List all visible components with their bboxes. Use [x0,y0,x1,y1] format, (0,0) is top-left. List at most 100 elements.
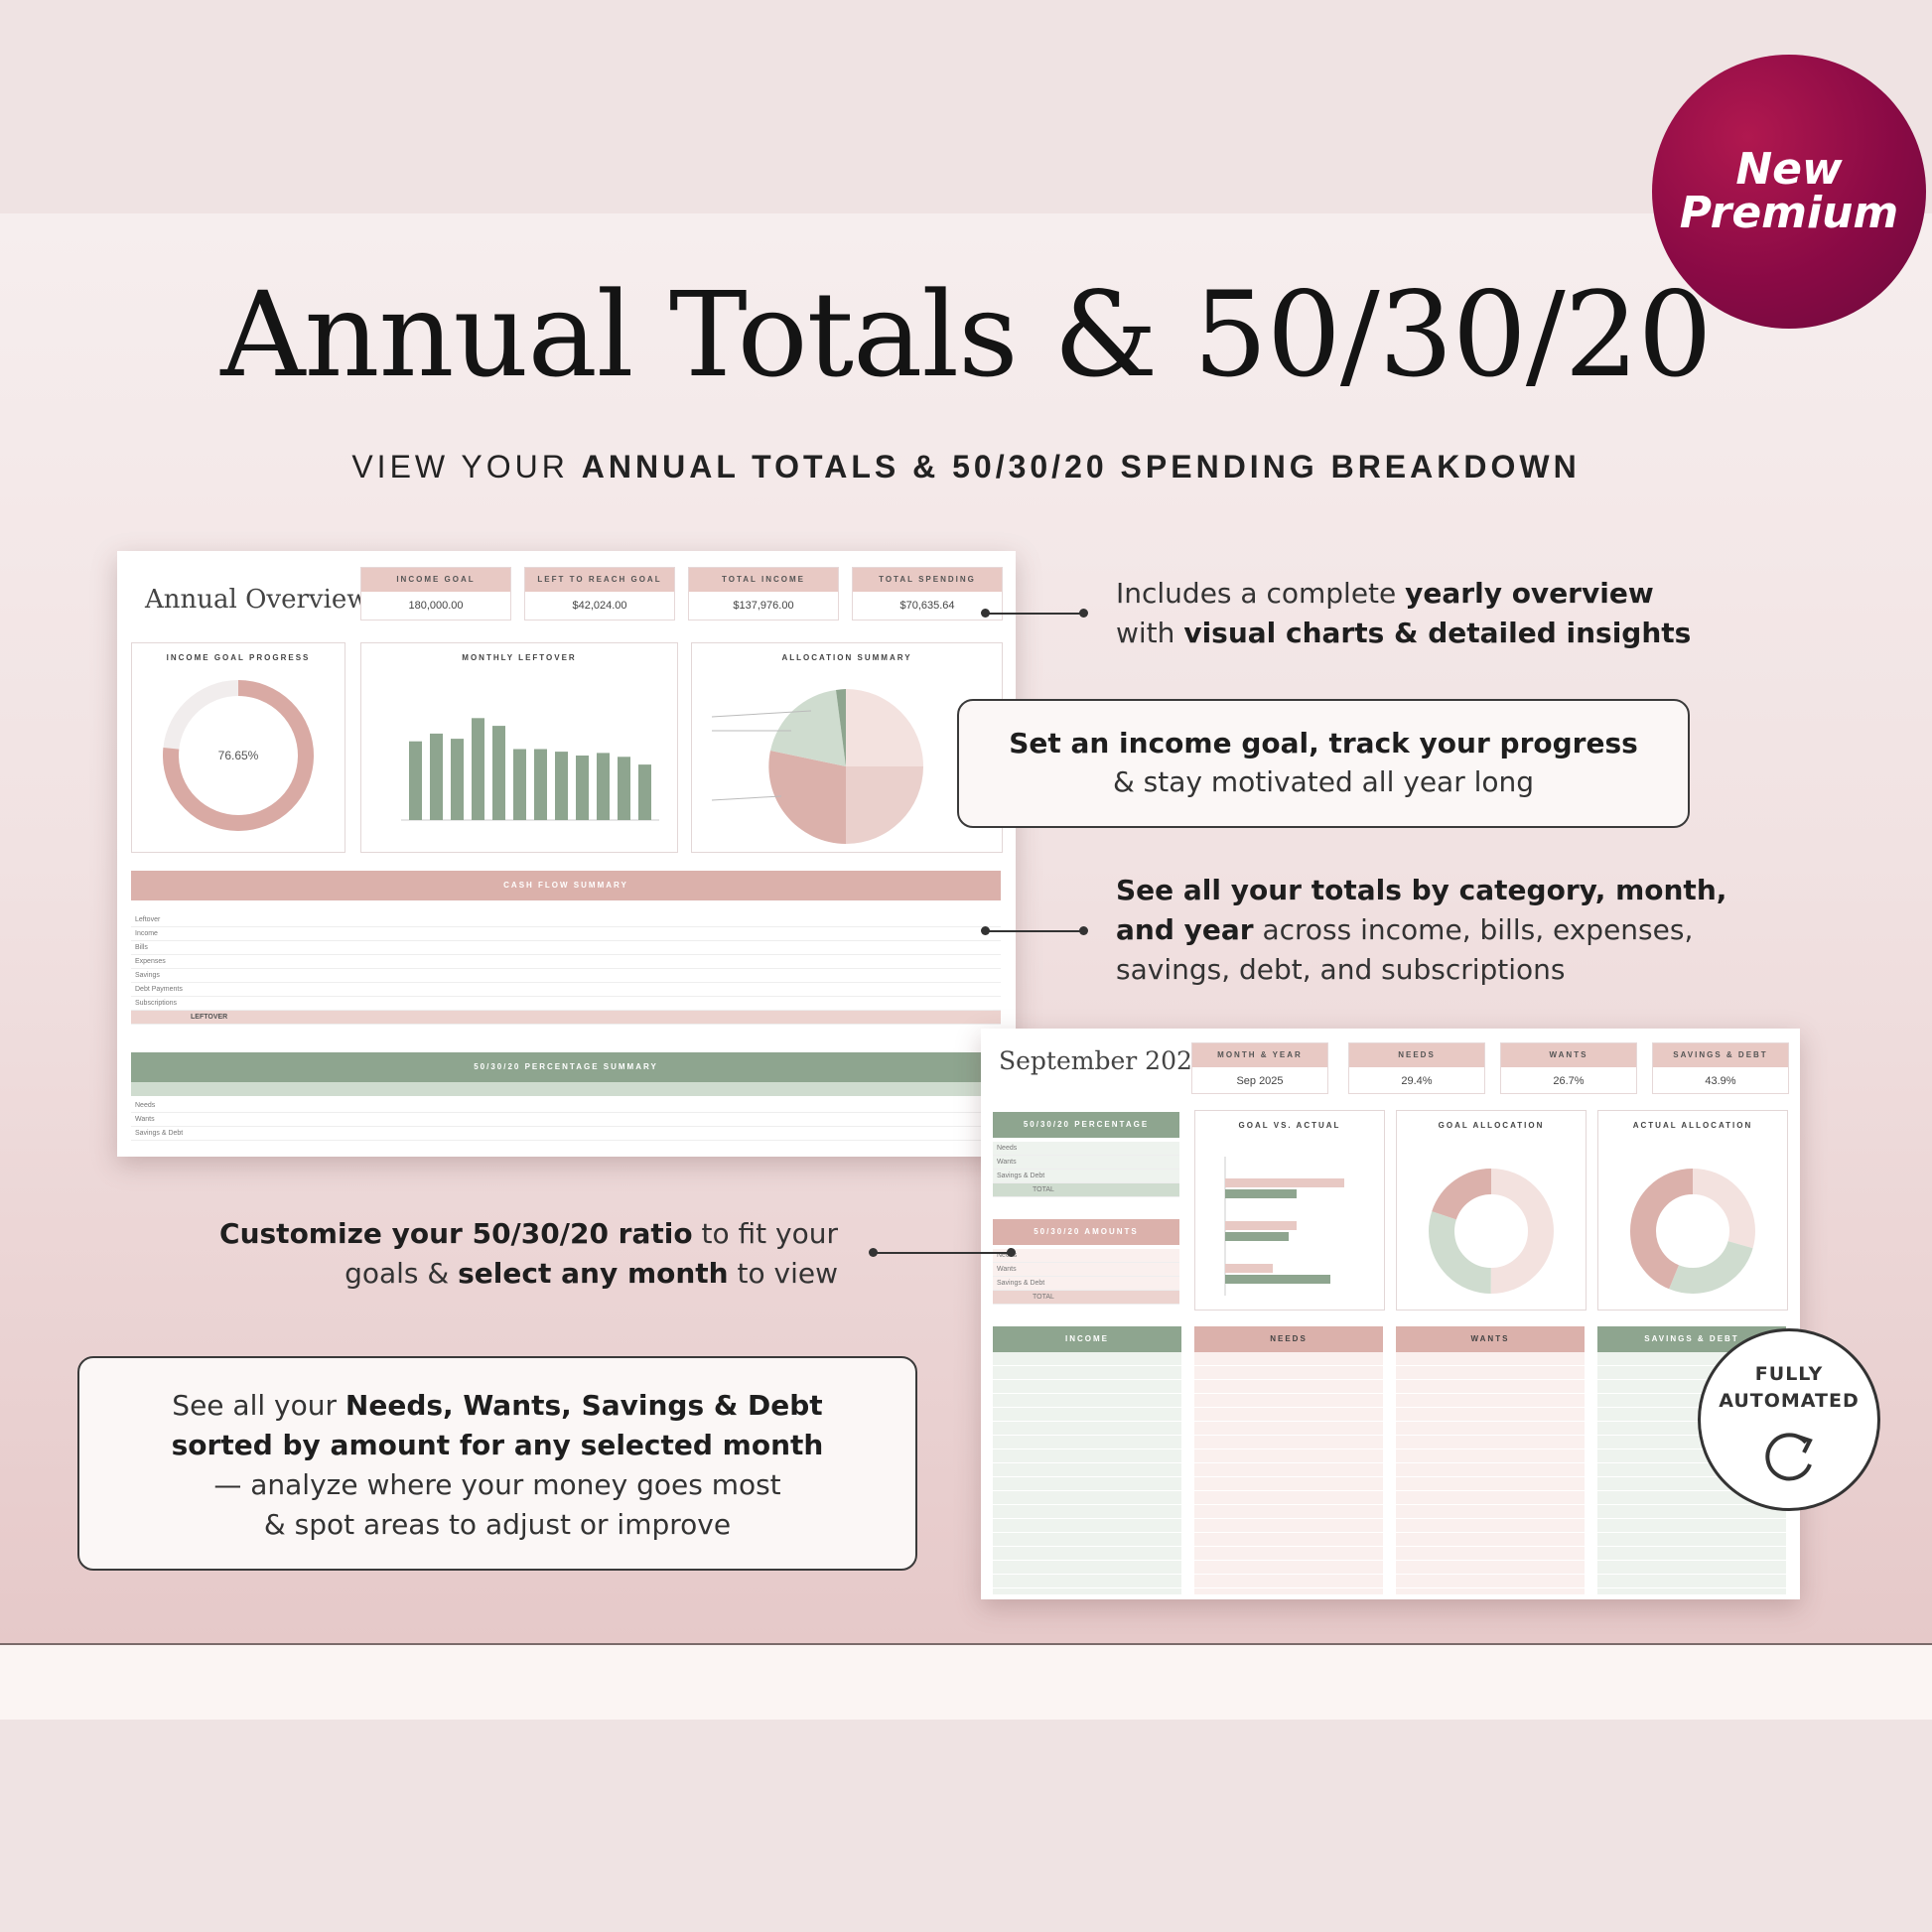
monthly-leftover-panel: MONTHLY LEFTOVER [360,642,678,853]
table-row: Bills [131,941,1001,955]
pointer-ratio [869,1248,1016,1257]
goal-allocation-donut [1429,1169,1554,1294]
callout-bold: Set an income goal, track your progress [1009,727,1638,759]
leftover-bar [451,739,464,820]
fully-automated-seal: FULLY AUTOMATED [1698,1328,1880,1511]
kpi-month-year: MONTH & YEAR Sep 2025 [1191,1042,1328,1094]
monthly-sheet: September 2025 MONTH & YEAR Sep 2025 NEE… [981,1029,1800,1599]
new-premium-badge: New Premium [1652,55,1926,329]
annual-overview-title: Annual Overview [145,585,369,615]
allocation-pie [711,689,923,844]
col-wants-head: WANTS [1396,1326,1585,1352]
kpi-savings-debt: SAVINGS & DEBT 43.9% [1652,1042,1789,1094]
callout-bold: and year [1116,913,1254,946]
income-goal-progress-panel: INCOME GOAL PROGRESS 76.65% [131,642,345,853]
table-row-total: TOTAL [993,1291,1179,1305]
pie-slice-subscriptions [770,690,846,766]
callout-bold: Needs, Wants, Savings & Debt [345,1389,823,1422]
cash-flow-summary-head: CASH FLOW SUMMARY [131,871,1001,900]
table-row: Expenses [131,955,1001,969]
ratio-rows: Needs Wants Savings & Debt [131,1099,1001,1141]
goal-vs-actual-chart [1224,1157,1344,1296]
col-wants-body [1396,1352,1585,1594]
leader-line [711,795,782,801]
pie-slice-bills [846,689,923,766]
kpi-value: 26.7% [1553,1075,1585,1087]
callout-text: & spot areas to adjust or improve [263,1508,732,1541]
callout-text: Includes a complete [1116,577,1406,610]
monthly-title: September 2025 [999,1046,1208,1075]
callout-text: savings, debt, and subscriptions [1116,953,1566,986]
kpi-label: WANTS [1501,1043,1636,1067]
leftover-bar [492,726,505,820]
table-row: Needs [131,1099,1001,1113]
callout-bold: yearly overview [1405,577,1654,610]
table-row: Leftover [131,913,1001,927]
callout-text: to view [728,1257,839,1290]
callout-text: with [1116,617,1184,649]
kpi-label: LEFT TO REACH GOAL [525,568,674,592]
goal-allocation-panel: GOAL ALLOCATION [1396,1110,1587,1311]
page-subtitle: VIEW YOUR ANNUAL TOTALS & 50/30/20 SPEND… [0,449,1932,485]
top-band [0,0,1932,213]
kpi-left-to-reach-goal: LEFT TO REACH GOAL $42,024.00 [524,567,675,621]
callout-bold: Customize your 50/30/20 ratio [219,1217,693,1250]
donut-segment [1630,1169,1755,1294]
footer-strip [0,1645,1932,1720]
table-row: Needs [993,1142,1179,1156]
col-needs-head: NEEDS [1194,1326,1383,1352]
table-row-total: TOTAL [993,1183,1179,1197]
kpi-total-spending: TOTAL SPENDING $70,635.64 [852,567,1003,621]
col-needs-body [1194,1352,1383,1594]
bar-needs-actual [1225,1189,1297,1198]
table-row: Debt Payments [131,983,1001,997]
pie-slice-savings [768,751,846,844]
bar-savings-goal [1225,1264,1273,1273]
kpi-value: $137,976.00 [733,600,794,612]
side-percentage-head: 50/30/20 PERCENTAGE [993,1112,1179,1138]
callout-bold: select any month [458,1257,729,1290]
leftover-bar [534,749,547,820]
leftover-bar [638,764,651,820]
kpi-label: SAVINGS & DEBT [1653,1043,1788,1067]
table-row: Needs [993,1249,1179,1263]
callout-box-income-goal: Set an income goal, track your progress … [957,699,1690,828]
ratio-subhead [131,1082,1001,1096]
kpi-label: TOTAL INCOME [689,568,838,592]
seal-line-2: AUTOMATED [1719,1390,1860,1412]
pointer-overview [981,609,1088,618]
kpi-value: 180,000.00 [408,600,464,612]
callout-totals: See all your totals by category, month, … [1116,871,1751,990]
panel-title: GOAL ALLOCATION [1438,1121,1545,1130]
annual-overview-sheet: Annual Overview INCOME GOAL 180,000.00 L… [117,551,1016,1157]
badge-line-1: New [1735,144,1843,195]
kpi-value: Sep 2025 [1236,1075,1284,1087]
seal-line-1: FULLY [1754,1363,1824,1385]
table-row: Wants [131,1113,1001,1127]
panel-title: ACTUAL ALLOCATION [1632,1121,1753,1130]
pointer-totals [981,926,1088,935]
leftover-bar [576,756,589,820]
progress-label: 76.65% [218,749,259,762]
leftover-bar [513,749,526,820]
kpi-value: 29.4% [1401,1075,1433,1087]
col-income-body [993,1352,1181,1594]
side-percentage-rows: Needs Wants Savings & Debt TOTAL [993,1142,1179,1197]
bar-wants-actual [1225,1232,1289,1241]
leader-line [711,710,812,718]
kpi-value: $42,024.00 [572,600,627,612]
income-goal-donut: 76.65% [163,680,314,831]
pie-slice-expenses [846,766,923,844]
bar-wants-goal [1225,1221,1297,1230]
panel-title: ALLOCATION SUMMARY [781,653,912,662]
callout-bold: See all your totals by category, month, [1116,874,1727,906]
donut-segment [1429,1169,1554,1294]
callout-bold: sorted by amount for any selected month [171,1429,824,1461]
table-row: Savings & Debt [131,1127,1001,1141]
subtitle-bold: ANNUAL TOTALS & 50/30/20 SPENDING BREAKD… [581,449,1581,484]
table-row-total: LEFTOVER [131,1011,1001,1025]
side-amounts-rows: Needs Wants Savings & Debt TOTAL [993,1249,1179,1305]
bar-savings-actual [1225,1275,1330,1284]
table-row: Wants [993,1263,1179,1277]
callout-text: to fit your [692,1217,839,1250]
